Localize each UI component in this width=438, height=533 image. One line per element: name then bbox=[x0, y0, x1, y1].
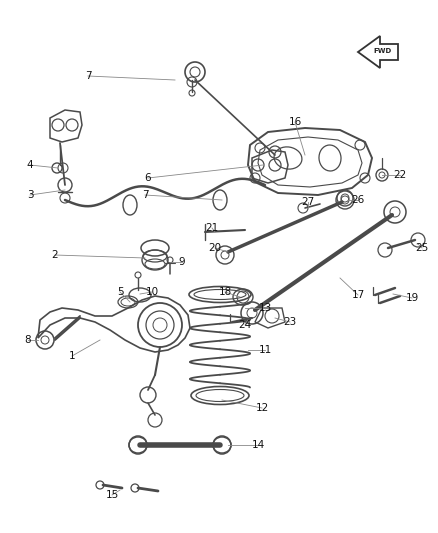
Text: 27: 27 bbox=[301, 197, 314, 207]
Text: 20: 20 bbox=[208, 243, 222, 253]
Text: 25: 25 bbox=[415, 243, 429, 253]
Text: 11: 11 bbox=[258, 345, 272, 355]
Text: 8: 8 bbox=[25, 335, 31, 345]
Text: FWD: FWD bbox=[373, 48, 391, 54]
Text: 21: 21 bbox=[205, 223, 219, 233]
Text: 17: 17 bbox=[351, 290, 364, 300]
Text: 7: 7 bbox=[85, 71, 91, 81]
Text: 14: 14 bbox=[251, 440, 265, 450]
Text: 5: 5 bbox=[117, 287, 124, 297]
Text: 23: 23 bbox=[283, 317, 297, 327]
Text: 1: 1 bbox=[69, 351, 75, 361]
Text: 3: 3 bbox=[27, 190, 33, 200]
Text: 24: 24 bbox=[238, 320, 251, 330]
Text: 7: 7 bbox=[141, 190, 148, 200]
Text: 10: 10 bbox=[145, 287, 159, 297]
Text: 26: 26 bbox=[351, 195, 364, 205]
Text: 15: 15 bbox=[106, 490, 119, 500]
Text: 2: 2 bbox=[52, 250, 58, 260]
Text: 16: 16 bbox=[288, 117, 302, 127]
Text: 13: 13 bbox=[258, 303, 272, 313]
Text: 12: 12 bbox=[255, 403, 268, 413]
Text: 18: 18 bbox=[219, 287, 232, 297]
Text: 22: 22 bbox=[393, 170, 406, 180]
Text: 9: 9 bbox=[179, 257, 185, 267]
Text: 6: 6 bbox=[145, 173, 151, 183]
Text: 19: 19 bbox=[406, 293, 419, 303]
Text: 4: 4 bbox=[27, 160, 33, 170]
